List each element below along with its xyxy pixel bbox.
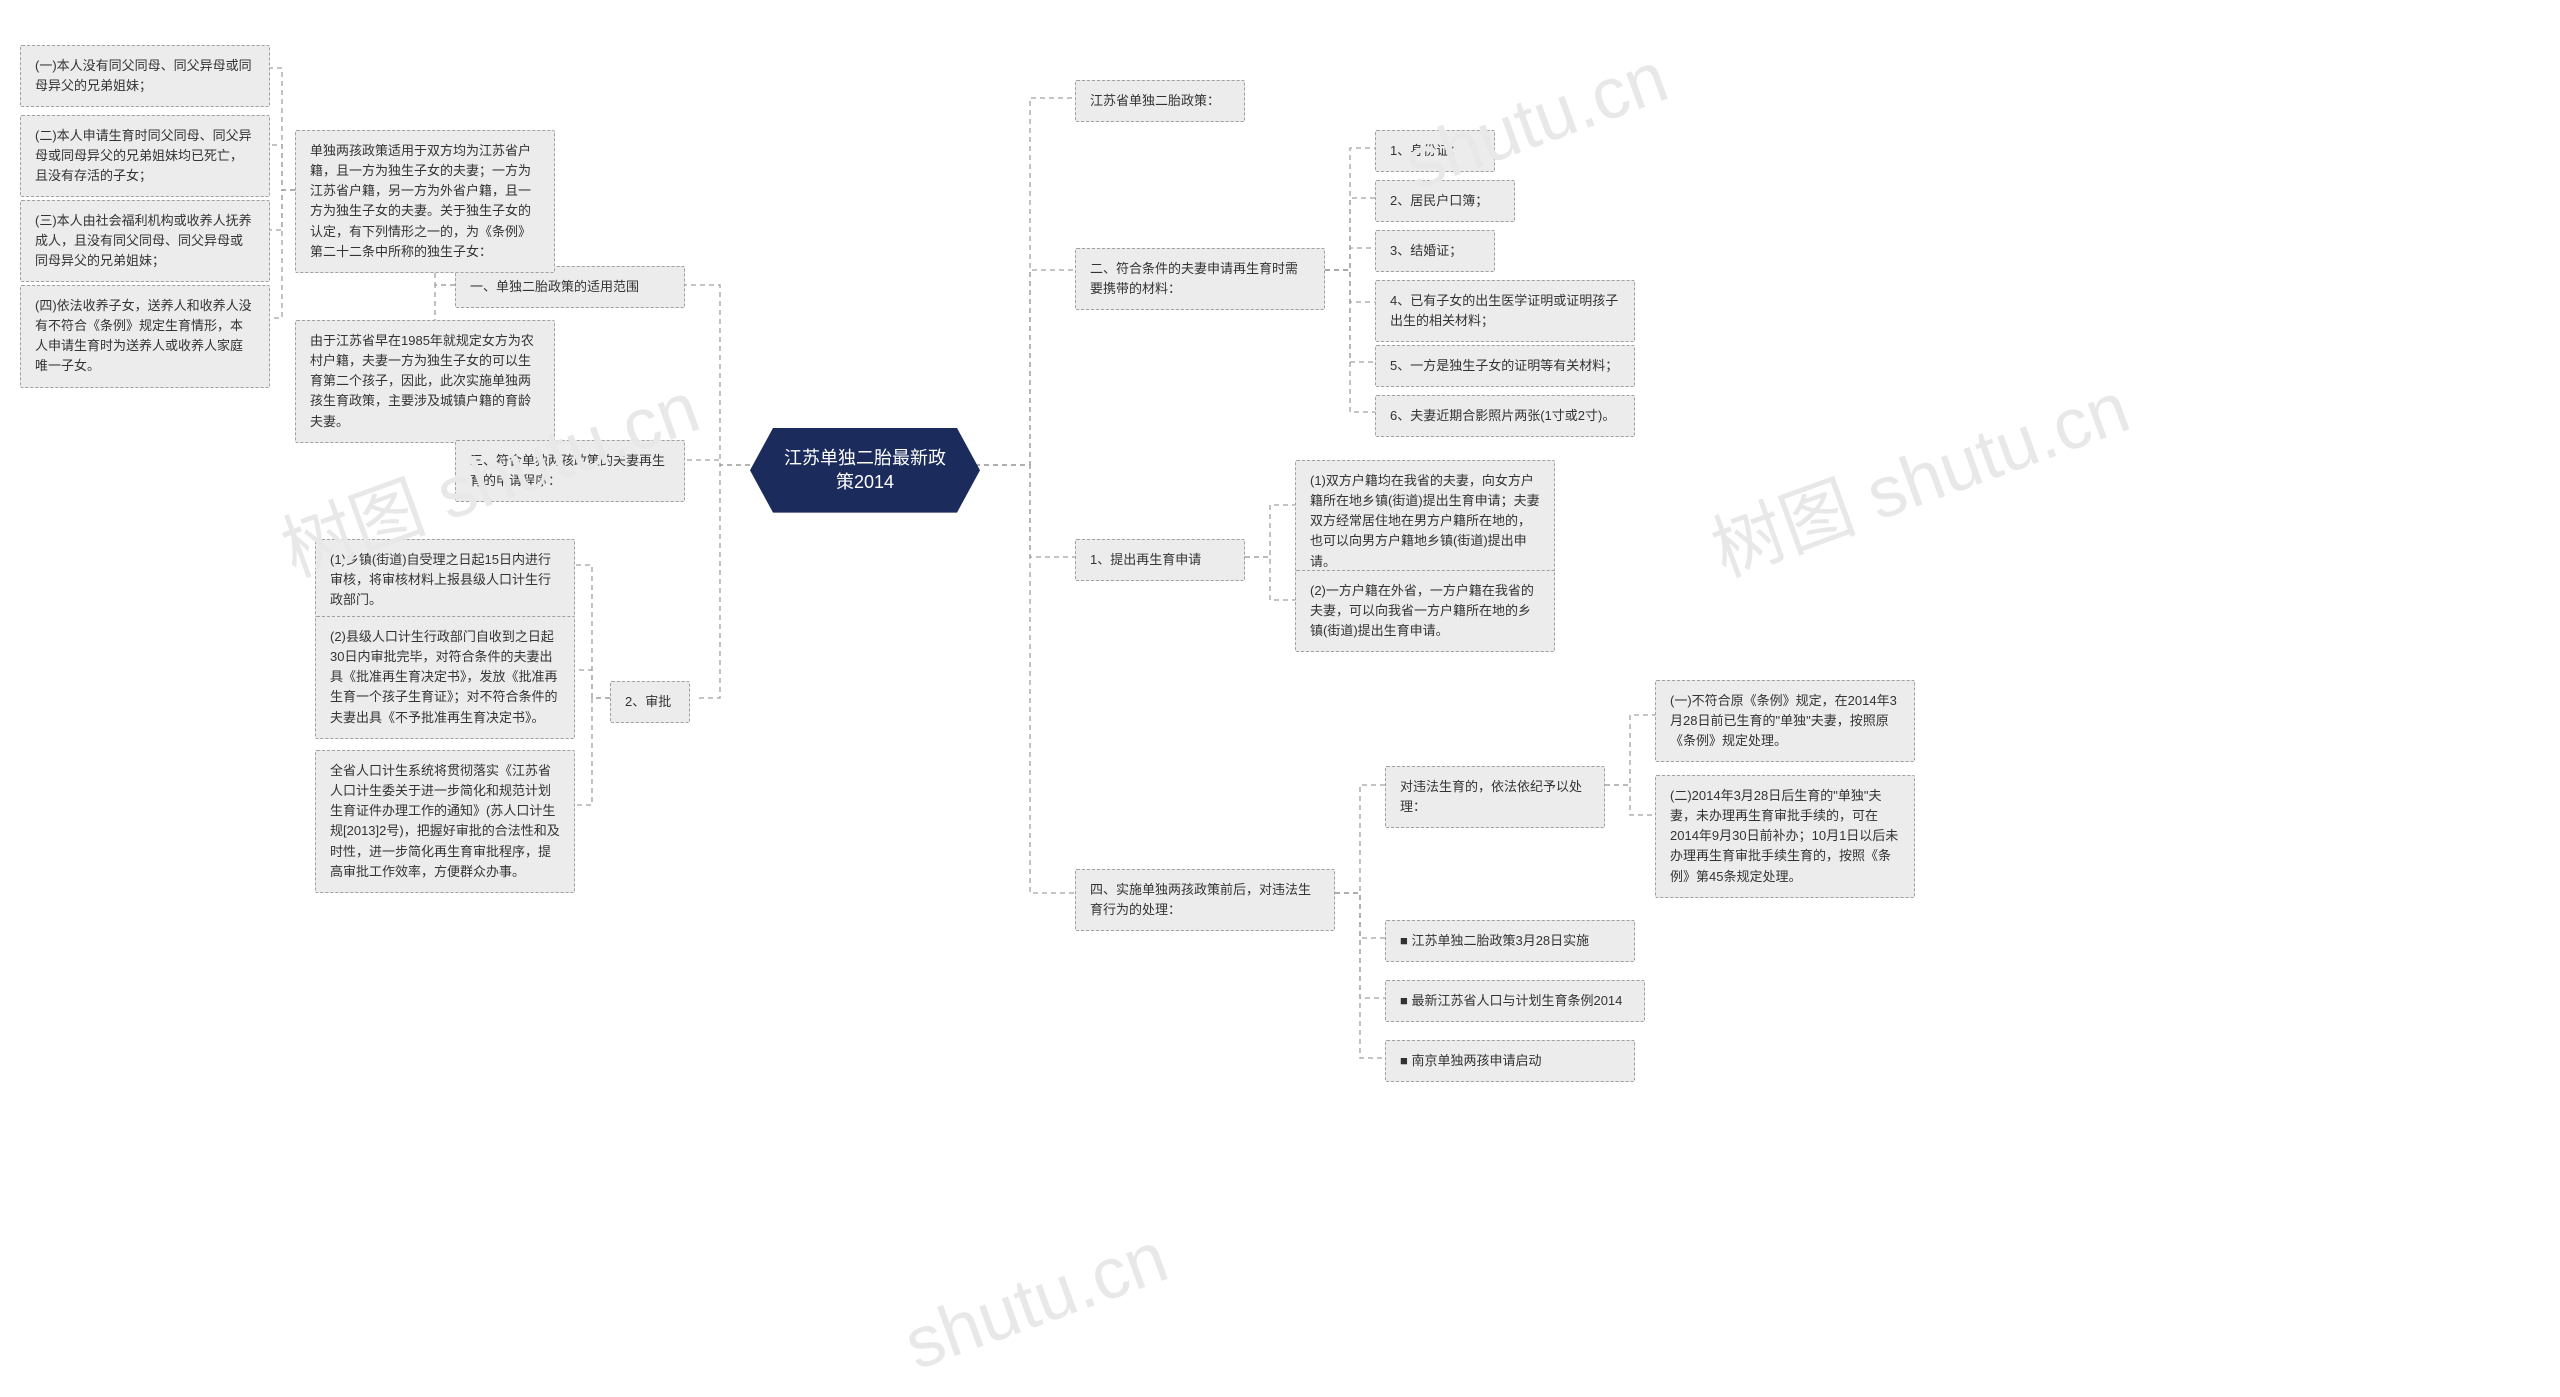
branch-apply: 1、提出再生育申请: [1075, 539, 1245, 581]
branch-1-gc-0: (一)本人没有同父同母、同父异母或同母异父的兄弟姐妹；: [20, 45, 270, 107]
branch-4-child-3: ■ 南京单独两孩申请启动: [1385, 1040, 1635, 1082]
branch-4-child-1: ■ 江苏单独二胎政策3月28日实施: [1385, 920, 1635, 962]
branch-1-gc-3: (四)依法收养子女，送养人和收养人没有不符合《条例》规定生育情形，本人申请生育时…: [20, 285, 270, 388]
right-top-label: 江苏省单独二胎政策：: [1075, 80, 1245, 122]
branch-1-child-1: 由于江苏省早在1985年就规定女方为农村户籍，夫妻一方为独生子女的可以生育第二个…: [295, 320, 555, 443]
branch-2-child-4: 5、一方是独生子女的证明等有关材料；: [1375, 345, 1635, 387]
branch-4-sub-0: (一)不符合原《条例》规定，在2014年3月28日前已生育的"单独"夫妻，按照原…: [1655, 680, 1915, 762]
branch-1-gc-2: (三)本人由社会福利机构或收养人抚养成人，且没有同父同母、同父异母或同母异父的兄…: [20, 200, 270, 282]
branch-1-gc-1: (二)本人申请生育时同父同母、同父异母或同母异父的兄弟姐妹均已死亡，且没有存活的…: [20, 115, 270, 197]
branch-2-child-5: 6、夫妻近期合影照片两张(1寸或2寸)。: [1375, 395, 1635, 437]
apply-child-0: (1)双方户籍均在我省的夫妻，向女方户籍所在地乡镇(街道)提出生育申请；夫妻双方…: [1295, 460, 1555, 583]
branch-2: 二、符合条件的夫妻申请再生育时需要携带的材料：: [1075, 248, 1325, 310]
branch-2-child-1: 2、居民户口簿；: [1375, 180, 1515, 222]
apply-child-1: (2)一方户籍在外省，一方户籍在我省的夫妻，可以向我省一方户籍所在地的乡镇(街道…: [1295, 570, 1555, 652]
branch-1-child-0: 单独两孩政策适用于双方均为江苏省户籍，且一方为独生子女的夫妻；一方为江苏省户籍，…: [295, 130, 555, 273]
mindmap-root: 江苏单独二胎最新政策2014: [750, 428, 980, 513]
shenpi-child-1: (2)县级人口计生行政部门自收到之日起30日内审批完毕，对符合条件的夫妻出具《批…: [315, 616, 575, 739]
branch-2-child-0: 1、身份证；: [1375, 130, 1495, 172]
branch-shenpi: 2、审批: [610, 681, 690, 723]
shenpi-child-0: (1)乡镇(街道)自受理之日起15日内进行审核，将审核材料上报县级人口计生行政部…: [315, 539, 575, 621]
branch-3: 三、符合单独两孩政策的夫妻再生育的申请程序：: [455, 440, 685, 502]
branch-4-child-0: 对违法生育的，依法依纪予以处理：: [1385, 766, 1605, 828]
branch-4: 四、实施单独两孩政策前后，对违法生育行为的处理：: [1075, 869, 1335, 931]
shenpi-child-2: 全省人口计生系统将贯彻落实《江苏省人口计生委关于进一步简化和规范计划生育证件办理…: [315, 750, 575, 893]
branch-2-child-3: 4、已有子女的出生医学证明或证明孩子出生的相关材料；: [1375, 280, 1635, 342]
branch-4-child-2: ■ 最新江苏省人口与计划生育条例2014: [1385, 980, 1645, 1022]
branch-2-child-2: 3、结婚证；: [1375, 230, 1495, 272]
branch-4-sub-1: (二)2014年3月28日后生育的"单独"夫妻，未办理再生育审批手续的，可在20…: [1655, 775, 1915, 898]
